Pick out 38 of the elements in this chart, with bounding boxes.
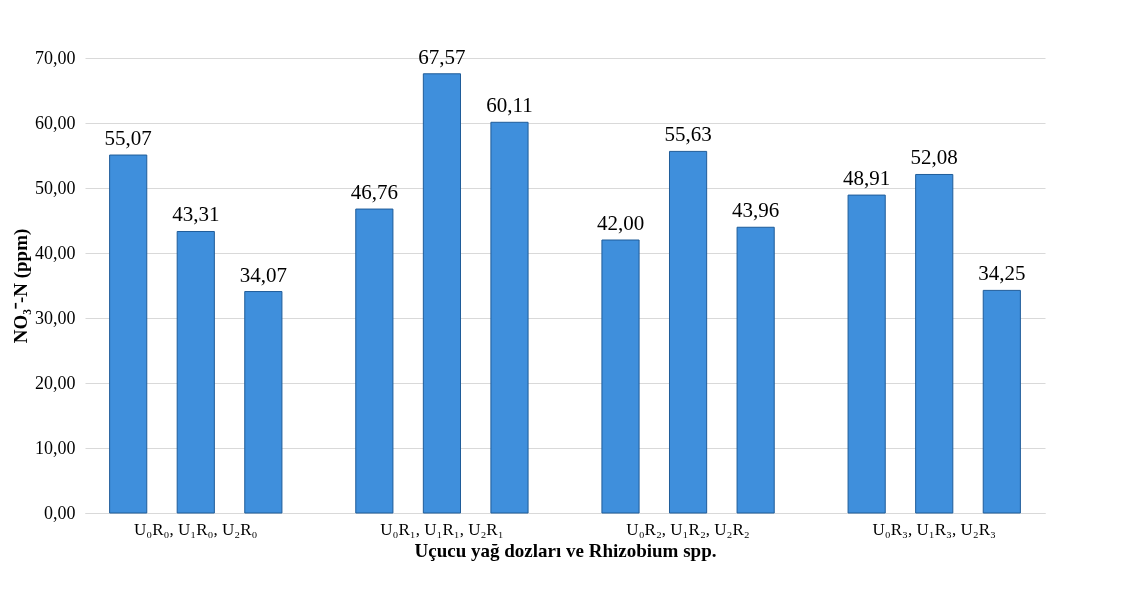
bar [109, 154, 148, 514]
data-label: 60,11 [486, 93, 533, 118]
bar [847, 194, 886, 514]
y-tick-label: 20,00 [35, 372, 76, 393]
bar [176, 230, 215, 514]
bar [982, 289, 1021, 514]
data-label: 42,00 [596, 211, 645, 235]
data-label: 52,08 [910, 145, 958, 170]
data-label: 55,07 [104, 126, 152, 151]
x-tick-label: U₀R₀, U₁R₀, U₂R₀ [134, 519, 258, 539]
y-tick-label: 30,00 [35, 307, 76, 328]
bar [422, 73, 462, 514]
bar [915, 173, 954, 514]
bar [736, 226, 775, 514]
data-label: 46,76 [350, 180, 398, 205]
bar [601, 239, 640, 514]
y-tick-label: 10,00 [35, 437, 76, 458]
data-label: 34,07 [239, 262, 287, 287]
data-label: 43,96 [732, 198, 780, 223]
x-tick-label: U₀R₂, U₁R₂, U₂R₂ [626, 519, 750, 539]
bar [355, 208, 394, 514]
y-axis-title: NO₃⁻-N (ppm) [10, 228, 32, 344]
data-label: 34,25 [978, 261, 1026, 286]
bar [490, 121, 529, 514]
y-tick-label: 0,00 [44, 502, 76, 523]
data-label: 48,91 [843, 166, 891, 191]
data-label: 67,57 [418, 44, 466, 69]
y-tick-label: 70,00 [35, 47, 76, 68]
y-tick-label: 40,00 [35, 242, 76, 263]
x-axis-title: Uçucu yağ dozları ve Rhizobium spp. [414, 539, 717, 561]
x-tick-label: U₀R₃, U₁R₃, U₂R₃ [872, 519, 996, 539]
data-label: 55,63 [664, 122, 712, 147]
y-tick-label: 50,00 [35, 177, 76, 198]
x-tick-label: U₀R₁, U₁R₁, U₂R₁ [380, 519, 504, 539]
y-tick-label: 60,00 [35, 112, 76, 133]
data-label: 43,31 [172, 202, 220, 227]
bar [244, 291, 283, 514]
bar [668, 150, 708, 514]
